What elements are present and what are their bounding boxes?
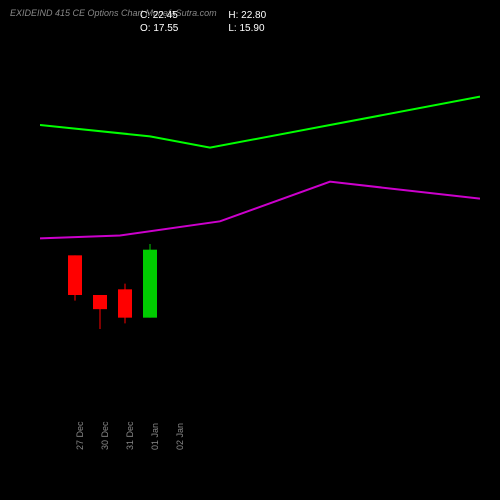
ohlc-row: L: 15.90 — [228, 23, 266, 34]
x-axis-label: 31 Dec — [125, 421, 135, 450]
close-value: 22.45 — [153, 10, 178, 21]
x-axis-label: 02 Jan — [175, 423, 185, 450]
chart-svg — [40, 40, 480, 380]
ohlc-info: C: 22.45 O: 17.55 H: 22.80 L: 15.90 — [140, 10, 266, 34]
candle-body — [143, 250, 157, 318]
low-value: 15.90 — [240, 23, 265, 34]
indicator-line-upper — [40, 97, 480, 148]
candle-body — [68, 255, 82, 295]
ohlc-row: O: 17.55 — [140, 23, 178, 34]
low-label: L: — [228, 23, 236, 34]
chart-plot-area — [40, 40, 480, 380]
ohlc-row: H: 22.80 — [228, 10, 266, 21]
open-label: O: — [140, 23, 151, 34]
high-label: H: — [228, 10, 238, 21]
x-axis-label: 01 Jan — [150, 423, 160, 450]
x-axis-label: 27 Dec — [75, 421, 85, 450]
candle-body — [118, 289, 132, 317]
indicator-line-lower — [40, 182, 480, 239]
candle-body — [93, 295, 107, 309]
x-axis-labels: 27 Dec 30 Dec 31 Dec 01 Jan 02 Jan — [40, 390, 480, 470]
x-axis-label: 30 Dec — [100, 421, 110, 450]
high-value: 22.80 — [241, 10, 266, 21]
ohlc-row: C: 22.45 — [140, 10, 178, 21]
open-value: 17.55 — [153, 23, 178, 34]
close-label: C: — [140, 10, 150, 21]
